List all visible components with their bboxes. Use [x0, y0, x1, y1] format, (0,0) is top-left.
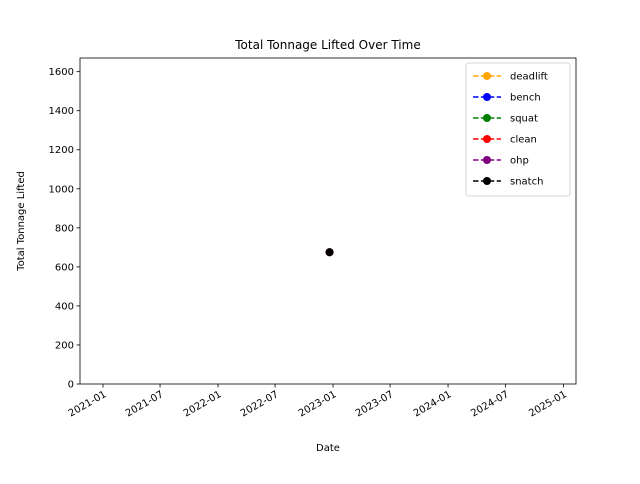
legend-label-snatch: snatch	[510, 177, 543, 188]
legend-label-deadlift: deadlift	[510, 72, 548, 83]
legend-swatch-marker-snatch	[483, 177, 491, 185]
legend-swatch-marker-bench	[483, 93, 491, 101]
y-axis-label: Total Tonnage Lifted	[16, 171, 27, 272]
legend-label-ohp: ohp	[510, 156, 529, 167]
legend-label-squat: squat	[510, 114, 538, 125]
y-tick-label: 800	[55, 223, 74, 234]
y-tick-label: 1200	[49, 145, 74, 156]
chart-title: Total Tonnage Lifted Over Time	[234, 38, 420, 52]
y-tick-label: 600	[55, 262, 74, 273]
legend-swatch-marker-clean	[483, 135, 491, 143]
data-point-snatch	[325, 248, 334, 257]
axes-frame	[79, 57, 577, 385]
y-tick-label: 200	[55, 340, 74, 351]
legend-label-bench: bench	[510, 93, 541, 104]
y-tick-label: 1000	[49, 184, 74, 195]
legend-label-clean: clean	[510, 135, 537, 146]
legend-swatch-marker-deadlift	[483, 72, 491, 80]
legend-swatch-marker-ohp	[483, 156, 491, 164]
x-axis-label: Date	[316, 443, 340, 454]
y-tick-label: 0	[68, 380, 74, 391]
y-tick-label: 1600	[49, 67, 74, 78]
legend-swatch-marker-squat	[483, 114, 491, 122]
legend: deadlift bench squat clean ohp snatch	[465, 62, 571, 197]
y-tick-label: 400	[55, 301, 74, 312]
y-tick-label: 1400	[49, 106, 74, 117]
